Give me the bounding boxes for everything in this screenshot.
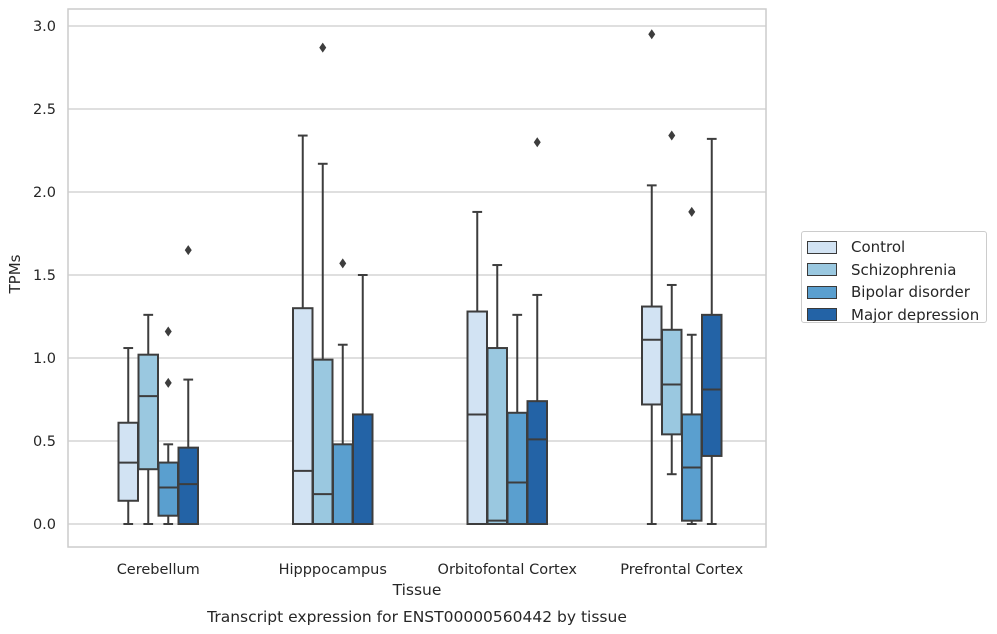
legend-item-schizophrenia: Schizophrenia [807, 259, 986, 282]
box-iqr [486, 347, 508, 526]
legend: Control Schizophrenia Bipolar disorder M… [801, 231, 987, 324]
legend-label-control: Control [851, 238, 906, 257]
box-iqr [661, 328, 683, 436]
legend-item-control: Control [807, 236, 986, 259]
box-major-depression [701, 137, 723, 525]
legend-swatch-major-depression [807, 308, 837, 322]
box-major-depression [526, 137, 548, 525]
outlier-point [688, 206, 696, 217]
box-iqr [641, 305, 663, 406]
legend-swatch-control [807, 240, 837, 254]
y-tick-label: 2.5 [33, 102, 56, 118]
box-bipolar-disorder [157, 326, 179, 525]
outlier-point [164, 326, 172, 337]
box-schizophrenia [661, 130, 683, 476]
box-control [641, 29, 663, 525]
box-iqr [312, 358, 334, 525]
outlier-point [184, 245, 192, 256]
x-tick-label: Cerebellum [117, 562, 200, 578]
outlier-point [533, 137, 541, 148]
legend-label-bipolar-disorder: Bipolar disorder [851, 283, 970, 302]
box-major-depression [177, 245, 199, 526]
box-control [292, 134, 314, 526]
legend-item-bipolar-disorder: Bipolar disorder [807, 281, 986, 304]
box-iqr [332, 443, 354, 526]
y-tick-label: 3.0 [33, 19, 56, 35]
box-iqr [177, 446, 199, 526]
outlier-point [668, 130, 676, 141]
box-iqr [137, 353, 159, 471]
box-iqr [352, 413, 374, 525]
box-iqr [506, 411, 528, 525]
x-tick-labels: Cerebellum Hipppocampus Orbitofontal Corte… [117, 562, 744, 578]
box-major-depression [352, 274, 374, 525]
box-bipolar-disorder [332, 258, 354, 526]
y-tick-label: 0.5 [33, 434, 56, 450]
box-schizophrenia [137, 313, 159, 525]
y-tick-label: 1.5 [33, 268, 56, 284]
box-control [117, 347, 139, 525]
x-tick-label: Prefrontal Cortex [620, 562, 743, 578]
plot-frame [67, 8, 767, 548]
legend-label-major-depression: Major depression [851, 305, 980, 324]
box-iqr [466, 310, 488, 525]
boxes [117, 29, 723, 526]
outlier-point [648, 29, 656, 40]
box-iqr [157, 461, 179, 517]
box-iqr [701, 313, 723, 457]
y-tick-label: 2.0 [33, 185, 56, 201]
box-schizophrenia [312, 42, 334, 525]
y-axis-label: TPMs [6, 254, 24, 294]
box-iqr [526, 400, 548, 525]
box-iqr [292, 307, 314, 526]
y-tick-label: 1.0 [33, 351, 56, 367]
legend-label-schizophrenia: Schizophrenia [851, 260, 957, 279]
legend-swatch-schizophrenia [807, 263, 837, 277]
box-bipolar-disorder [681, 206, 703, 525]
x-axis-label: Tissue [392, 581, 442, 599]
x-tick-label: Orbitofontal Cortex [438, 562, 578, 578]
x-tick-label: Hipppocampus [279, 562, 387, 578]
outlier-point [339, 258, 347, 269]
legend-swatch-bipolar-disorder [807, 285, 837, 299]
chart-title: Transcript expression for ENST0000056044… [206, 608, 627, 626]
legend-item-major-depression: Major depression [807, 304, 986, 327]
outlier-point [319, 42, 327, 53]
y-tick-labels: 0.0 0.5 1.0 1.5 2.0 2.5 3.0 [33, 19, 56, 533]
outlier-point [164, 377, 172, 388]
y-tick-label: 0.0 [33, 517, 56, 533]
